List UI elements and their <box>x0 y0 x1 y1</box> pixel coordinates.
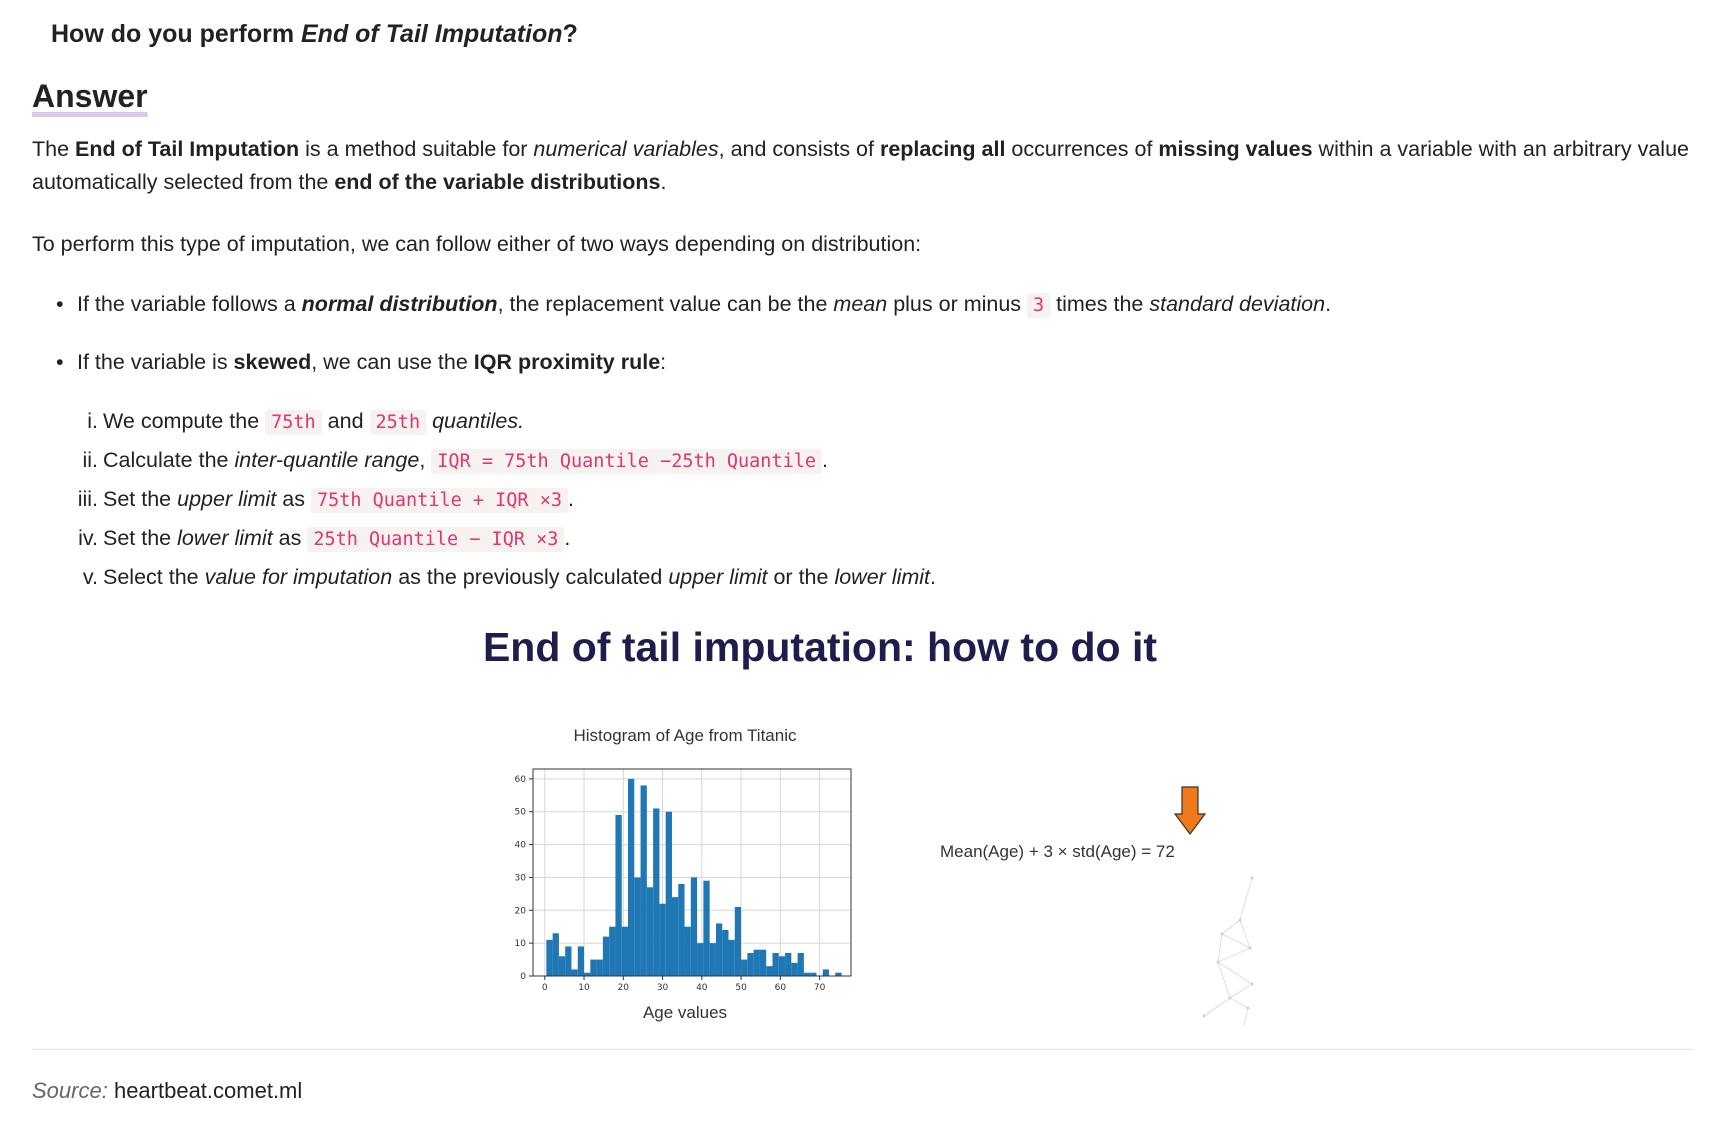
histogram-bar <box>766 966 773 976</box>
histogram-bar <box>753 949 760 976</box>
histogram-bar <box>747 953 754 976</box>
histogram-bar <box>822 969 830 976</box>
histogram-bar <box>709 943 716 976</box>
formula-text: Mean(Age) + 3 × std(Age) = 72 <box>940 842 1175 861</box>
bullet-dot: • <box>56 350 64 374</box>
histogram-bar <box>791 962 798 976</box>
histogram-bar <box>596 959 603 976</box>
histogram-bar <box>785 953 792 976</box>
answer-heading: Answer <box>32 78 148 114</box>
question-heading: How do you perform End of Tail Imputatio… <box>51 20 578 48</box>
histogram-bar <box>734 907 742 976</box>
histogram-bar <box>690 877 698 976</box>
histogram-bar <box>778 956 786 976</box>
x-tick-label: 20 <box>618 983 630 993</box>
inline-code: 3 <box>1027 293 1051 318</box>
histogram-bar <box>722 930 729 976</box>
intro-paragraph: The End of Tail Imputation is a method s… <box>32 137 1689 194</box>
ways-paragraph: To perform this type of imputation, we c… <box>32 232 922 256</box>
histogram-bar <box>565 946 572 976</box>
histogram-bar <box>659 903 666 976</box>
histogram-bar <box>697 943 704 976</box>
histogram-bar <box>728 939 735 976</box>
y-tick-label: 40 <box>515 841 527 851</box>
x-tick-label: 30 <box>657 983 669 993</box>
histogram-bar <box>715 923 723 976</box>
histogram-bar <box>803 972 811 976</box>
x-tick-label: 50 <box>735 983 747 993</box>
histogram-bar <box>684 926 691 976</box>
histogram-bar <box>653 808 660 976</box>
figure-title: End of tail imputation: how to do it <box>482 624 1158 670</box>
y-tick-label: 30 <box>515 873 527 883</box>
histogram-bar <box>615 815 622 976</box>
x-tick-label: 40 <box>696 983 708 993</box>
histogram-bar <box>552 933 559 976</box>
histogram-bar <box>671 897 679 976</box>
y-tick-label: 0 <box>520 972 526 982</box>
histogram-bar <box>546 939 553 976</box>
histogram-bar <box>810 972 817 976</box>
inline-code: IQR = 75th Quantile −25th Quantile <box>431 449 822 474</box>
inline-code: 25th Quantile − IQR ×3 <box>307 527 565 552</box>
step-item: i. We compute the 75th and 25th quantiles… <box>87 409 525 435</box>
decorative-network-graphic <box>1202 876 1254 1027</box>
histogram-bar <box>678 884 685 976</box>
step-item: iv. Set the lower limit as 25th Quantile … <box>78 526 571 552</box>
y-tick-label: 20 <box>515 906 527 916</box>
histogram-bar <box>634 877 641 976</box>
y-tick-label: 60 <box>515 775 527 785</box>
histogram-bar <box>628 778 635 976</box>
step-item: iii. Set the upper limit as 75th Quantile… <box>77 487 574 513</box>
histogram-bar <box>577 946 585 976</box>
histogram-bar <box>772 953 779 976</box>
histogram-bar <box>590 959 597 976</box>
x-tick-label: 70 <box>814 983 826 993</box>
histogram-bar <box>602 936 610 976</box>
inline-code: 75th <box>265 410 322 435</box>
histogram-bar <box>571 969 578 976</box>
histogram-bar <box>640 785 647 976</box>
bullet-dot: • <box>56 292 64 316</box>
histogram-bar <box>646 887 654 976</box>
step-item: ii. Calculate the inter-quantile range, I… <box>82 448 828 474</box>
histogram-bar <box>584 972 591 976</box>
histogram-bar <box>741 959 748 976</box>
histogram-bar <box>609 926 616 976</box>
histogram-bar <box>665 811 672 976</box>
down-arrow-icon <box>1173 786 1207 835</box>
inline-code: 25th <box>369 410 427 435</box>
histogram-bar <box>621 926 629 976</box>
histogram-bar <box>835 972 842 976</box>
y-tick-label: 50 <box>515 808 527 818</box>
inline-code: 75th Quantile + IQR ×3 <box>310 488 568 513</box>
x-tick-label: 0 <box>542 983 548 993</box>
divider <box>32 1049 1694 1050</box>
chart-title: Histogram of Age from Titanic <box>573 726 797 745</box>
step-item: v. Select the value for imputation as the… <box>82 565 936 589</box>
x-axis-label: Age values <box>642 1003 728 1022</box>
histogram-bar <box>703 880 710 976</box>
source-link[interactable]: heartbeat.comet.ml <box>113 1078 303 1103</box>
x-tick-label: 60 <box>775 983 787 993</box>
histogram-bar <box>558 956 566 976</box>
y-tick-label: 10 <box>515 939 527 949</box>
plot-frame <box>532 768 852 977</box>
histogram-bar <box>759 949 767 976</box>
x-tick-label: 10 <box>578 983 590 993</box>
histogram-bar <box>797 953 804 976</box>
source-line: Source: heartbeat.comet.ml <box>32 1078 303 1103</box>
